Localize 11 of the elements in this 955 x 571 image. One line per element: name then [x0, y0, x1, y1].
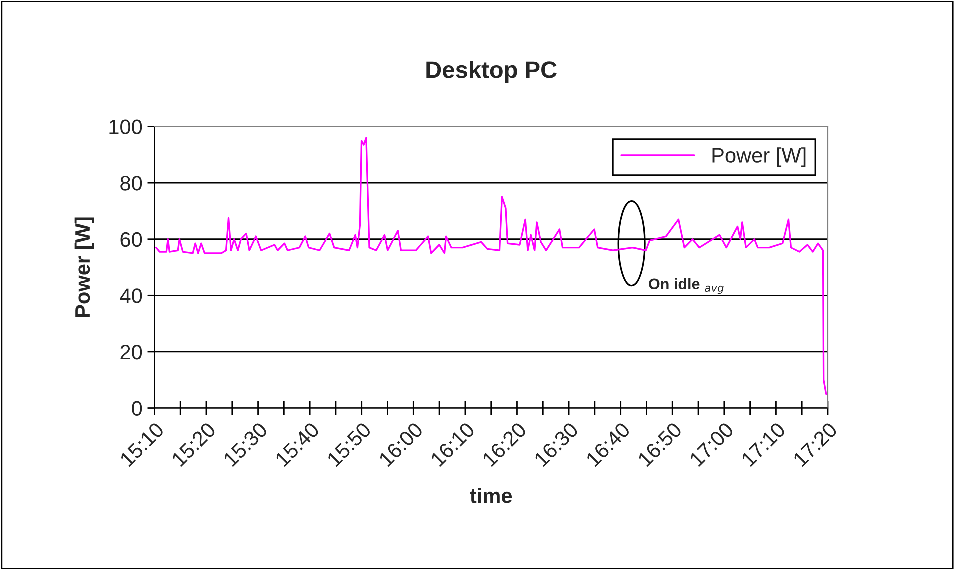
annotation: On idle $_{avg}$ — [649, 278, 724, 294]
y-tick-label: 100 — [110, 120, 142, 135]
y-tick-label: 80 — [120, 176, 142, 191]
y-tick-label: 60 — [120, 232, 142, 248]
y-axis-title: Power [W] — [74, 218, 94, 318]
y-tick-label: 0 — [132, 401, 142, 416]
y-tick-label: 40 — [120, 288, 142, 304]
chart-title: Desktop PC — [426, 61, 557, 84]
legend-label: Power [W] — [712, 148, 806, 168]
x-axis-title: time — [470, 488, 512, 504]
y-tick-label: 20 — [120, 344, 142, 360]
